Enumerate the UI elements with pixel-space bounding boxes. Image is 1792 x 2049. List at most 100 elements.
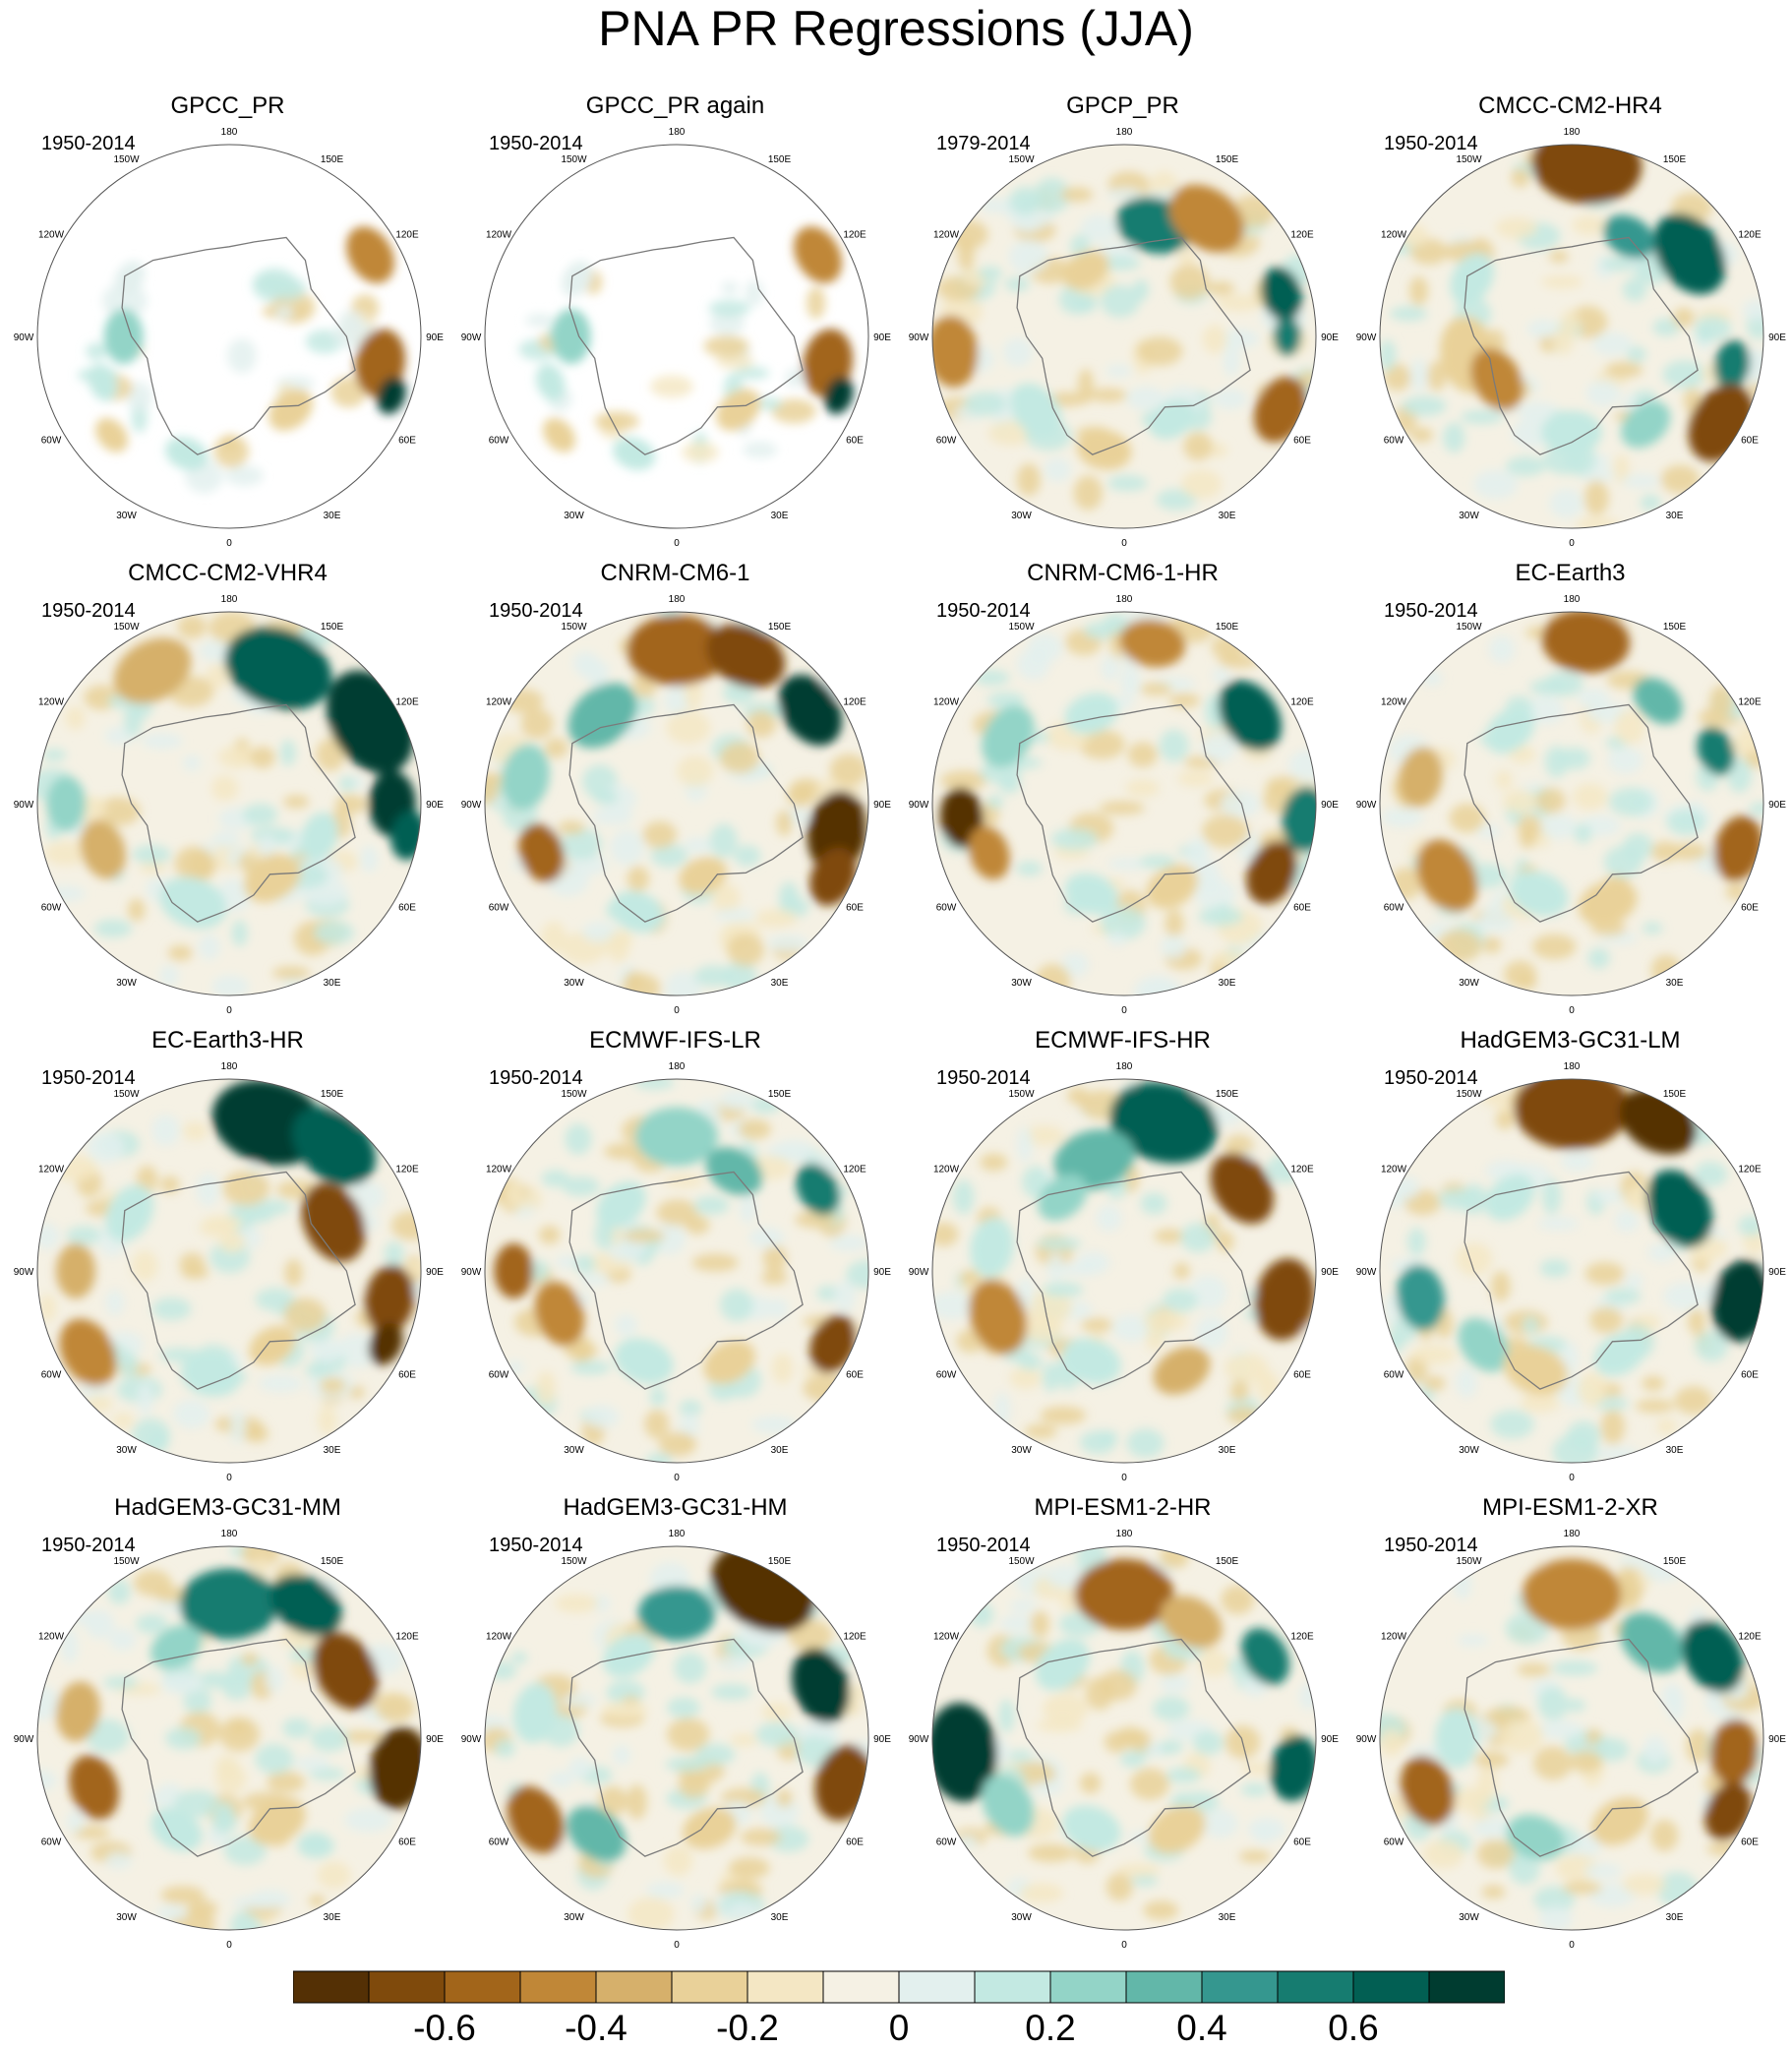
anomaly-speckle: [994, 1392, 1011, 1427]
anomaly-region: [1010, 383, 1062, 438]
longitude-label: 90E: [873, 332, 891, 343]
anomaly-speckle: [118, 1352, 139, 1377]
colorbar-tick-label: 0.4: [1176, 2008, 1227, 2048]
longitude-label: 150W: [113, 154, 140, 165]
longitude-label: 30E: [324, 511, 341, 521]
anomaly-speckle: [569, 1360, 612, 1375]
anomaly-speckle: [555, 1594, 599, 1613]
anomaly-speckle: [65, 706, 86, 730]
anomaly-region: [103, 309, 144, 364]
anomaly-speckle: [1221, 1585, 1255, 1615]
anomaly-speckle: [755, 1721, 799, 1747]
anomaly-speckle: [1240, 1782, 1270, 1796]
anomaly-speckle: [592, 789, 619, 805]
anomaly-region: [56, 1243, 95, 1298]
longitude-label: 150E: [1663, 1556, 1687, 1567]
anomaly-speckle: [181, 1266, 209, 1280]
anomaly-region: [1210, 1153, 1274, 1225]
anomaly-region: [1064, 693, 1118, 735]
anomaly-speckle: [1647, 1243, 1676, 1262]
anomaly-speckle: [95, 797, 141, 826]
colorbar-swatch: [368, 1970, 446, 2004]
anomaly-speckle: [1238, 1849, 1272, 1863]
longitude-label: 120W: [486, 697, 512, 708]
anomaly-region: [1541, 410, 1602, 454]
longitude-label: 90W: [14, 1267, 34, 1278]
colorbar-swatch: [898, 1970, 976, 2004]
anomaly-speckle: [223, 1836, 267, 1866]
anomaly-speckle: [199, 1218, 238, 1237]
coastline: [568, 1171, 804, 1390]
anomaly-speckle: [1457, 1634, 1489, 1647]
anomaly-speckle: [1081, 1317, 1113, 1333]
anomaly-speckle: [601, 1701, 648, 1719]
panel-grid: GPCC_PR 1950-2014 180 150E 120E 90E 60E 30E 0 30W…: [14, 93, 1787, 1952]
map-border: [484, 144, 869, 529]
longitude-label: 180: [221, 1529, 238, 1539]
anomaly-speckle: [1495, 216, 1537, 239]
longitude-label: 180: [1116, 127, 1133, 138]
polar-map: 180 150E 120E 90E 60E 30E 0 30W 60W 90W 120W 150W: [14, 594, 445, 1016]
longitude-label: 120E: [395, 1632, 419, 1643]
anomaly-speckle: [131, 1250, 158, 1282]
anomaly-speckle: [1517, 1662, 1551, 1677]
panel-period: 1950-2014: [489, 1535, 583, 1556]
anomaly-speckle: [1666, 809, 1706, 836]
coastline: [1463, 1638, 1699, 1857]
anomaly-speckle: [132, 1417, 171, 1454]
anomaly-speckle: [1202, 325, 1227, 354]
anomaly-speckle: [257, 835, 277, 857]
anomaly-speckle: [1573, 783, 1608, 811]
anomaly-speckle: [107, 1579, 131, 1604]
anomaly-speckle: [1165, 1767, 1202, 1783]
anomaly-speckle: [182, 754, 201, 771]
anomaly-region: [610, 890, 665, 933]
panel-title: EC-Earth3-HR: [151, 1027, 304, 1054]
anomaly-speckle: [1427, 361, 1447, 392]
longitude-label: 30E: [1666, 978, 1684, 989]
longitude-label: 30W: [564, 978, 584, 989]
longitude-label: 30E: [1219, 511, 1236, 521]
longitude-label: 180: [221, 1061, 238, 1072]
anomaly-region: [1470, 348, 1523, 411]
longitude-label: 90E: [426, 800, 444, 811]
anomaly-region: [796, 1163, 840, 1216]
anomaly-speckle: [627, 1784, 647, 1820]
anomaly-speckle: [136, 1613, 168, 1634]
anomaly-speckle: [1143, 1309, 1188, 1333]
longitude-label: 120W: [933, 1165, 960, 1175]
longitude-label: 90W: [461, 332, 482, 343]
anomaly-speckle: [1422, 1839, 1464, 1869]
anomaly-speckle: [1725, 882, 1747, 901]
longitude-label: 60E: [398, 1370, 416, 1381]
anomaly-speckle: [1662, 360, 1707, 389]
anomaly-speckle: [667, 1718, 710, 1752]
polar-map: 180 150E 120E 90E 60E 30E 0 30W 60W 90W 120W 150W: [909, 1061, 1340, 1483]
longitude-label: 90E: [1768, 332, 1786, 343]
anomaly-region: [1710, 1718, 1759, 1785]
coastline: [121, 1638, 356, 1857]
panel-period: 1950-2014: [489, 600, 583, 622]
anomaly-speckle: [1621, 474, 1661, 489]
anomaly-speckle: [735, 366, 770, 380]
longitude-label: 30E: [1219, 978, 1236, 989]
longitude-label: 30W: [564, 1445, 584, 1456]
anomaly-speckle: [644, 1410, 670, 1439]
anomaly-speckle: [740, 1828, 782, 1846]
anomaly-speckle: [1449, 803, 1485, 833]
anomaly-region: [494, 1243, 534, 1298]
anomaly-speckle: [1024, 1423, 1057, 1439]
anomaly-region: [1241, 1628, 1289, 1685]
anomaly-region: [534, 1281, 585, 1347]
longitude-label: 60E: [1741, 1838, 1759, 1848]
longitude-label: 0: [1121, 1940, 1127, 1951]
anomaly-speckle: [1423, 1375, 1446, 1391]
anomaly-speckle: [1548, 250, 1569, 263]
anomaly-speckle: [1726, 757, 1752, 793]
anomaly-speckle: [1526, 695, 1565, 725]
longitude-label: 150E: [1216, 1556, 1239, 1567]
anomaly-speckle: [738, 1118, 772, 1140]
anomaly-speckle: [719, 742, 760, 774]
anomaly-region: [1273, 317, 1301, 356]
anomaly-speckle: [1694, 316, 1732, 341]
